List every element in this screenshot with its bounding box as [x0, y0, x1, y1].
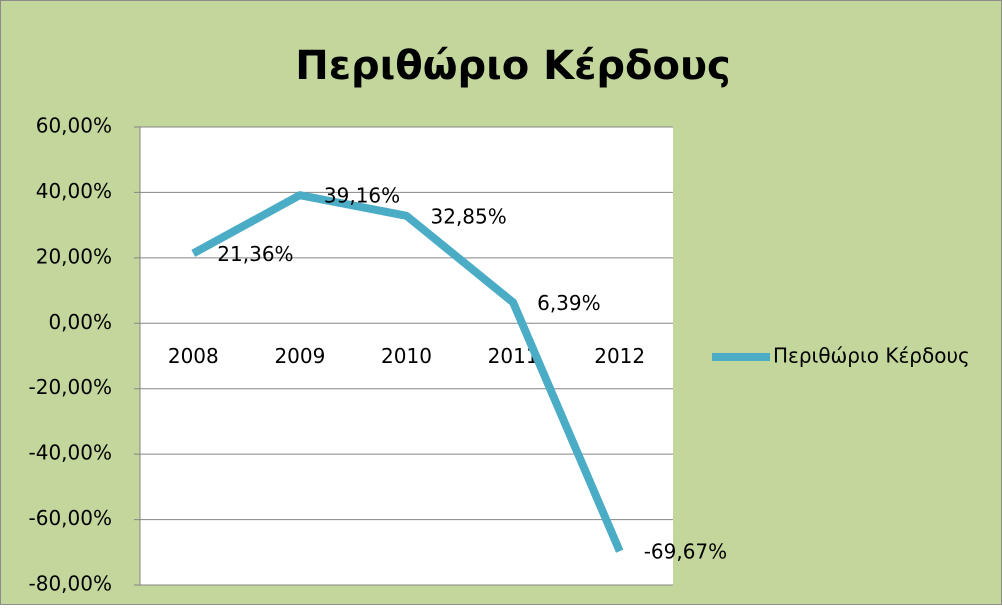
y-tick-label: 40,00%	[36, 179, 112, 203]
data-label: -69,67%	[644, 540, 727, 564]
x-tick-label: 2012	[594, 344, 645, 368]
data-label: 32,85%	[431, 204, 507, 228]
x-tick-label: 2008	[168, 344, 219, 368]
y-tick-label: 0,00%	[48, 310, 112, 334]
data-label: 21,36%	[217, 242, 293, 266]
x-tick-label: 2009	[274, 344, 325, 368]
y-tick-label: -20,00%	[29, 375, 112, 399]
legend-label: Περιθώριο Κέρδους	[773, 344, 970, 368]
x-tick-label: 2010	[381, 344, 432, 368]
data-label: 6,39%	[537, 291, 601, 315]
data-label: 39,16%	[324, 184, 400, 208]
y-tick-label: 60,00%	[36, 114, 112, 138]
line-series	[191, 191, 624, 553]
y-tick-label: -40,00%	[29, 441, 112, 465]
y-tick-label: -80,00%	[29, 572, 112, 596]
plot-area	[140, 127, 673, 585]
chart-title: Περιθώριο Κέρδους	[295, 43, 730, 89]
y-tick-label: -60,00%	[29, 506, 112, 530]
y-tick-label: 20,00%	[36, 244, 112, 268]
